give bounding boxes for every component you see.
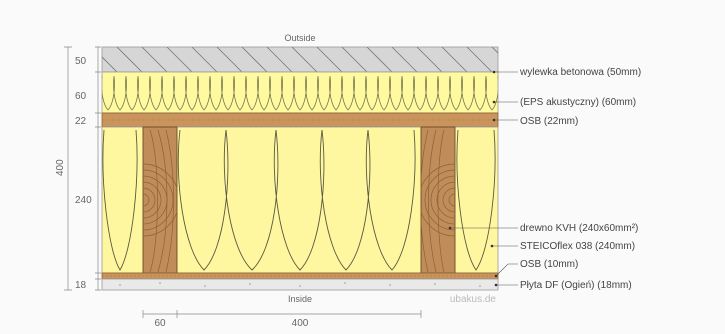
label-timber: drewno KVH (240x60mm²) [520, 223, 638, 234]
timber-beam-right [420, 126, 456, 274]
bottom-dimension [142, 310, 422, 318]
inside-caption: Inside [288, 294, 312, 304]
layer-gypsum-board [101, 278, 499, 291]
thickness-ticks [64, 46, 101, 291]
thickness-screed: 50 [75, 56, 87, 67]
layer-concrete-screed [101, 46, 499, 73]
spacing-label: 400 [292, 318, 309, 329]
watermark: ubakus.de [450, 294, 497, 305]
thickness-osb: 22 [75, 116, 87, 127]
layer-osb-10 [101, 272, 499, 280]
label-osb-22: OSB (22mm) [520, 116, 578, 127]
label-insulation: STEICOflex 038 (240mm) [520, 241, 635, 252]
thickness-board: 18 [75, 280, 87, 291]
label-gypsum-board: Płyta DF (Ogień) (18mm) [520, 280, 632, 291]
layer-osb-22 [101, 112, 499, 128]
total-thickness: 400 [55, 159, 66, 176]
thickness-insulation: 240 [75, 195, 92, 206]
beam-width-label: 60 [154, 318, 166, 329]
leader-dots [448, 70, 498, 287]
leader-lines [450, 71, 518, 286]
label-eps: (EPS akustyczny) (60mm) [520, 97, 636, 108]
outside-caption: Outside [284, 33, 315, 43]
label-concrete-screed: wylewka betonowa (50mm) [519, 67, 641, 78]
thickness-eps: 60 [75, 91, 87, 102]
layer-eps-acoustic [101, 71, 499, 114]
label-osb-10: OSB (10mm) [520, 259, 578, 270]
